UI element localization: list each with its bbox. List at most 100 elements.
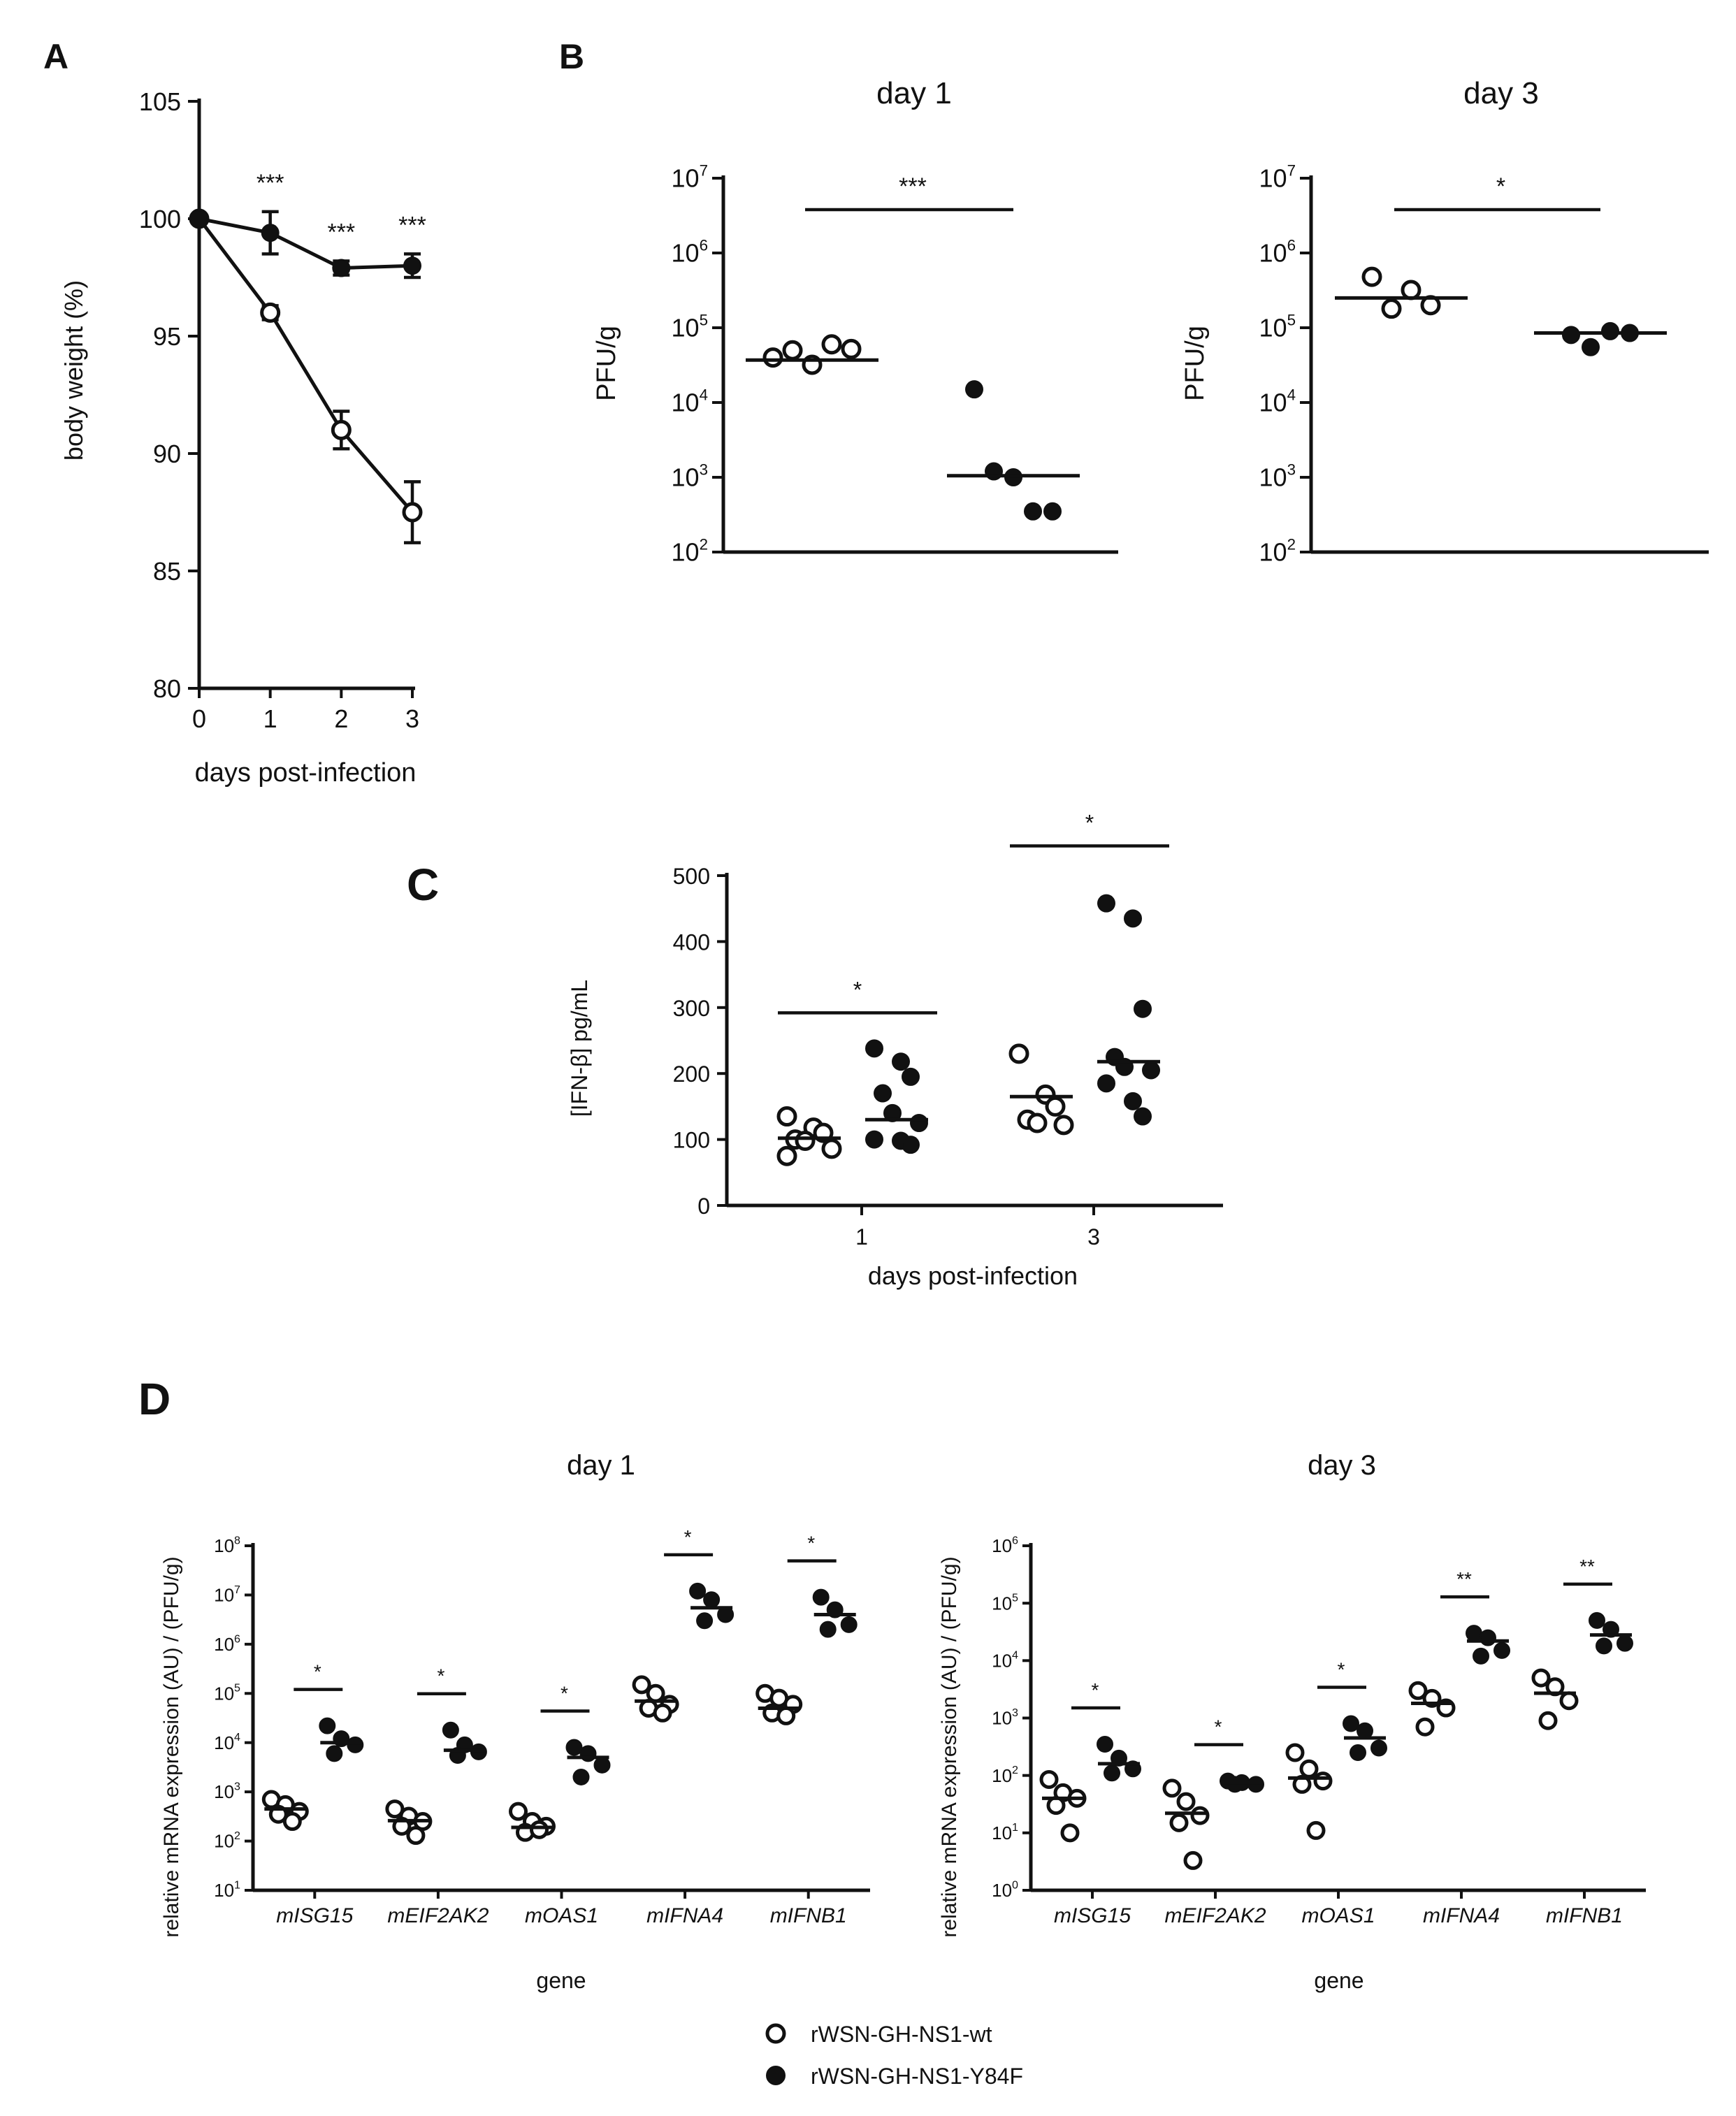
- panel-c-significance-label: *: [853, 977, 862, 1002]
- panel-d-day1-y-tick-label: 107: [214, 1584, 240, 1606]
- panel-d-day3-significance-label: **: [1579, 1556, 1595, 1577]
- panel-d-day1-wt-point: [406, 1826, 426, 1846]
- panel-a-mut-point: [190, 210, 208, 228]
- panel-b-day3-wt-point: [1381, 298, 1402, 319]
- panel-a-y-tick-label: 105: [139, 87, 181, 116]
- panel-b-day3-y-tick-label: 105: [1259, 311, 1296, 342]
- panel-d-day3-y-tick-label: 100: [992, 1878, 1018, 1901]
- panel-a-significance-label: ***: [398, 212, 426, 238]
- panel-a: A body weight (%) days post-infection 80…: [43, 37, 426, 788]
- panel-b-day1-y-axis-label: PFU/g: [592, 326, 621, 401]
- panel-d-day3-wt-point: [1415, 1717, 1435, 1737]
- panel-d-day1-significance-label: *: [560, 1683, 568, 1704]
- panel-d-label: D: [138, 1374, 171, 1424]
- panel-c-wt-point: [1053, 1115, 1074, 1136]
- panel-c-significance-label: *: [1085, 811, 1094, 836]
- panel-d-day1-wt-point: [392, 1816, 412, 1836]
- panel-c-mut-point: [1097, 894, 1115, 913]
- panel-d-day3-wt-point: [1313, 1771, 1333, 1791]
- panel-b-day3-wt-point: [1361, 266, 1382, 287]
- panel-d-day3-y-tick-label: 103: [992, 1706, 1018, 1729]
- panel-b-day3-mut-point: [1562, 326, 1580, 345]
- panel-d-day1-significance-label: *: [807, 1532, 815, 1554]
- panel-b-day3-mut-point: [1601, 321, 1619, 340]
- panel-b-day3-y-tick-label: 107: [1259, 161, 1296, 192]
- panel-d-day3-y-tick-label: 102: [992, 1764, 1018, 1786]
- panel-c-y-tick-label: 0: [697, 1194, 710, 1219]
- panel-d-day1-mut-point: [572, 1768, 590, 1785]
- panel-c-wt-point: [821, 1138, 842, 1159]
- panel-b-day1-y-tick-label: 106: [672, 236, 708, 267]
- panel-d-day1-mut-point: [703, 1591, 721, 1609]
- panel-b-day3-y-tick-label: 102: [1259, 535, 1296, 566]
- panel-d-day3-x-tick-label: mIFNB1: [1546, 1904, 1623, 1927]
- panel-d-day1-y-tick-label: 103: [214, 1781, 240, 1803]
- panel-b-day1-mut-point: [1043, 502, 1062, 521]
- panel-c-mut-point: [874, 1084, 892, 1103]
- panel-d-day1-significance-label: *: [684, 1526, 692, 1548]
- panel-d-day1-y-tick-label: 105: [214, 1682, 240, 1704]
- panel-d-day3-significance-label: **: [1456, 1568, 1472, 1590]
- legend-mut-label: rWSN-GH-NS1-Y84F: [811, 2064, 1023, 2089]
- panel-b-label: B: [559, 37, 584, 76]
- panel-d-day3-wt-point: [1060, 1823, 1080, 1843]
- panel-b-day1-wt-point: [821, 334, 842, 355]
- panel-a-x-tick-label: 3: [405, 704, 419, 733]
- panel-c: C [IFN-β] pg/mL days post-infection 0 100…: [407, 811, 1223, 1290]
- panel-c-mut-point: [883, 1103, 902, 1122]
- panel-d-day3-wt-point: [1559, 1691, 1579, 1711]
- panel-a-wt-point: [331, 419, 352, 440]
- panel-c-x-tick-label: 1: [855, 1224, 868, 1249]
- panel-d-day3-wt-point: [1046, 1796, 1066, 1816]
- panel-d-day1-wt-point: [646, 1683, 665, 1703]
- panel-b-day3-y-tick-label: 104: [1259, 386, 1296, 416]
- panel-d-day1-mut-point: [442, 1721, 459, 1739]
- panel-c-x-tick-label: 3: [1087, 1224, 1100, 1249]
- panel-b-day3-title: day 3: [1463, 76, 1539, 110]
- panel-d-day3-x-tick-label: mEIF2AK2: [1164, 1904, 1266, 1927]
- panel-d-day1-y-tick-label: 108: [214, 1534, 240, 1556]
- panel-a-x-tick-label: 0: [192, 704, 206, 733]
- panel-d-day1-wt-point: [653, 1703, 672, 1723]
- panel-b-day1-y-tick-label: 103: [672, 461, 708, 491]
- panel-d-day3-mut-point: [1357, 1722, 1373, 1739]
- panel-d-day3-wt-point: [1190, 1806, 1210, 1825]
- panel-d-day1-y-tick-label: 106: [214, 1632, 240, 1655]
- panel-b-day1-mut-point: [1024, 502, 1042, 521]
- panel-c-y-tick-label: 100: [673, 1128, 710, 1153]
- legend: rWSN-GH-NS1-wt rWSN-GH-NS1-Y84F: [765, 2022, 1023, 2089]
- panel-a-x-axis-label: days post-infection: [195, 758, 417, 788]
- panel-d-day1-x-tick-label: mISG15: [276, 1904, 353, 1927]
- panel-d-day1: D day 1 relative mRNA expression (AU) / …: [138, 1374, 870, 1993]
- panel-d-day1-x-tick-label: mOAS1: [525, 1904, 598, 1927]
- panel-d-day3-significance-label: *: [1092, 1679, 1099, 1701]
- panel-d-day1-wt-point: [776, 1706, 796, 1725]
- panel-a-wt-point: [402, 502, 423, 523]
- panel-d-day1-mut-point: [812, 1588, 830, 1606]
- panel-d-day3-y-tick-label: 106: [992, 1534, 1018, 1556]
- panel-c-y-tick-label: 400: [673, 929, 710, 955]
- panel-a-mut-point: [261, 224, 280, 242]
- panel-d-day1-wt-point: [509, 1802, 528, 1821]
- panel-c-y-tick-label: 300: [673, 996, 710, 1021]
- panel-b-day1-y-tick-label: 107: [672, 161, 708, 192]
- panel-a-x-tick-label: 2: [334, 704, 348, 733]
- panel-d-day1-title: day 1: [567, 1450, 635, 1481]
- panel-d-day3-mut-point: [1370, 1739, 1387, 1757]
- panel-d-day3-wt-point: [1176, 1792, 1196, 1811]
- panel-a-y-tick-label: 100: [139, 205, 181, 233]
- panel-b-day1-y-tick-label: 104: [672, 386, 708, 416]
- panel-a-significance-label: ***: [256, 170, 284, 196]
- panel-d-day1-mut-point: [326, 1745, 343, 1762]
- panel-d-day1-wt-point: [385, 1799, 405, 1819]
- panel-b-day1-y-tick-label: 102: [672, 535, 708, 566]
- panel-d-day3-mut-point: [1473, 1647, 1489, 1665]
- panel-d-day1-significance-label: *: [314, 1661, 321, 1683]
- panel-b-day1-wt-point: [782, 340, 803, 361]
- panel-d-day1-y-tick-label: 102: [214, 1829, 240, 1852]
- panel-d-day3-x-axis-label: gene: [1314, 1968, 1364, 1993]
- panel-d-day3-wt-point: [1408, 1681, 1428, 1700]
- panel-a-y-tick-label: 80: [153, 674, 181, 703]
- panel-d-day3: day 3 relative mRNA expression (AU) / (P…: [938, 1450, 1646, 1993]
